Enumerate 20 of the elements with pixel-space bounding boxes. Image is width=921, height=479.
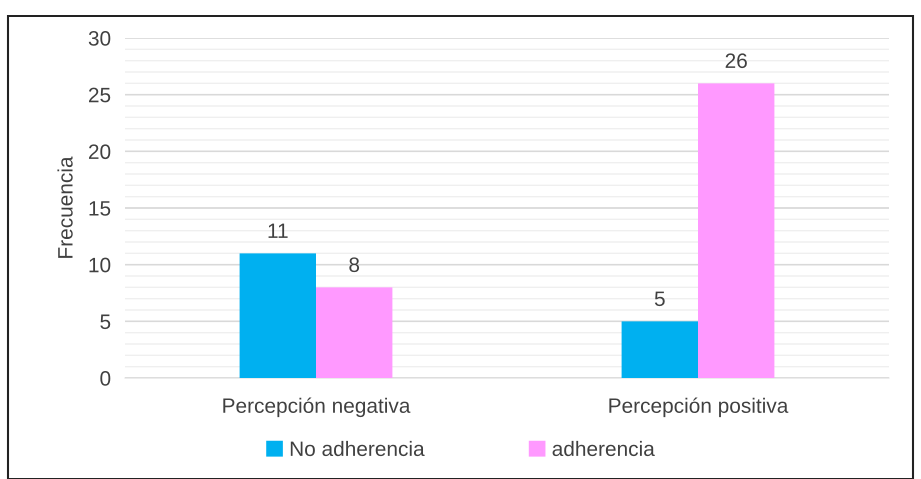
bar: [316, 287, 392, 378]
y-tick-label: 20: [88, 144, 110, 160]
legend-label: No adherencia: [290, 440, 425, 456]
y-tick-label: 10: [90, 258, 110, 272]
data-label: 26: [726, 53, 747, 68]
y-tick-label: 15: [90, 201, 110, 216]
bar: [240, 253, 316, 378]
x-tick-label: Percepción negativa: [223, 397, 410, 418]
y-tick-label: 30: [88, 31, 110, 46]
x-tick-label: Percepción positiva: [609, 397, 788, 418]
bar: [622, 321, 698, 378]
bar: [698, 83, 774, 378]
y-axis-title: Frecuencia: [57, 156, 73, 258]
legend-label: adherencia: [552, 440, 655, 456]
y-tick-label: 25: [88, 88, 110, 102]
data-label: 11: [268, 224, 288, 238]
data-label: 5: [654, 292, 665, 306]
data-label: 8: [349, 257, 360, 272]
y-tick-label: 0: [100, 371, 110, 386]
y-tick-label: 5: [100, 314, 110, 330]
